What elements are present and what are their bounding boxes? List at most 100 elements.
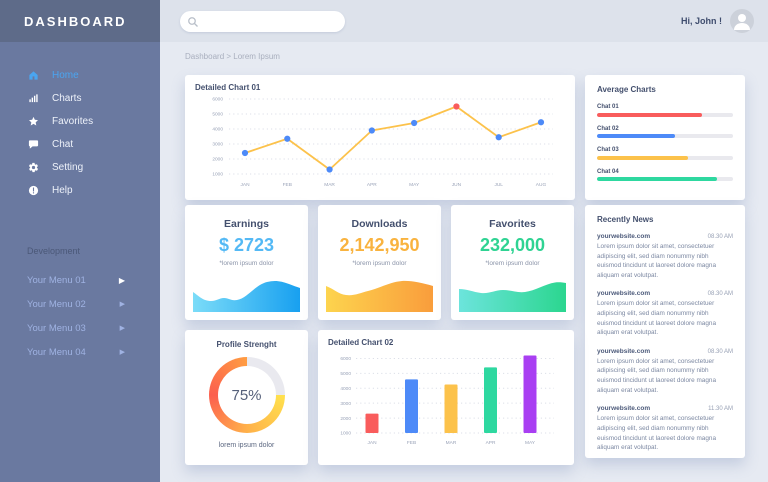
progress-row: Chat 01 xyxy=(597,104,733,117)
svg-text:5000: 5000 xyxy=(212,112,223,118)
sidebar-section-label: Development xyxy=(27,246,81,256)
svg-text:APR: APR xyxy=(486,440,496,446)
progress-fill xyxy=(597,134,675,138)
sidebar-item-favorites[interactable]: Favorites xyxy=(0,110,160,133)
user-area: Hi, John ! xyxy=(681,9,768,33)
news-body: Lorem ipsum dolor sit amet, consectetuer… xyxy=(597,243,717,279)
card-title: Average Charts xyxy=(597,85,656,94)
gear-icon xyxy=(27,162,39,174)
area-sparkline xyxy=(193,280,300,312)
news-item[interactable]: yourwebsite.com 11.30 AM Lorem ipsum dol… xyxy=(597,405,733,452)
stat-value: 232,000 xyxy=(479,235,546,255)
svg-text:1000: 1000 xyxy=(340,431,351,437)
news-item-head: yourwebsite.com 08.30 AM xyxy=(597,348,733,355)
dev-item-label: Your Menu 04 xyxy=(27,346,86,358)
profile-caption: lorem ipsum dolor xyxy=(218,442,275,449)
card-title: Detailed Chart 02 xyxy=(328,338,394,347)
line-chart: 1000 2000 3000 4000 5000 6000 JAN FEB MAR APR MAY J… xyxy=(212,97,553,188)
svg-text:2000: 2000 xyxy=(212,157,223,163)
detailed-chart-02-card: Detailed Chart 02 1000 2000 3000 4000 5000 60… xyxy=(318,330,574,465)
news-item-head: yourwebsite.com 08.30 AM xyxy=(597,290,733,297)
sidebar-item-chat[interactable]: Chat xyxy=(0,133,160,156)
svg-text:JAN: JAN xyxy=(240,182,250,188)
news-source: yourwebsite.com xyxy=(597,405,651,413)
progress-track xyxy=(597,155,733,160)
news-body: Lorem ipsum dolor sit amet, consectetuer… xyxy=(597,300,717,337)
stat-caption: *lorem ipsum dolor xyxy=(352,260,407,267)
news-item[interactable]: yourwebsite.com 08.30 AM Lorem ipsum dol… xyxy=(597,233,733,280)
dev-item-label: Your Menu 02 xyxy=(27,298,86,310)
progress-fill xyxy=(597,155,689,160)
sidebar-item-your-menu-03[interactable]: Your Menu 03 ▶ xyxy=(0,316,160,340)
news-body: Lorem ipsum dolor sit amet, consectetuer… xyxy=(597,357,717,394)
chat-icon xyxy=(27,139,39,151)
profile-strength-card: Profile Strenght 75% lorem ipsum dolor xyxy=(185,330,308,465)
main-area: Hi, John ! Dashboard > Lorem Ipsum Detai… xyxy=(160,0,768,482)
sidebar-item-label: Favorites xyxy=(52,116,94,127)
arrow-right-icon: ▶ xyxy=(118,275,125,285)
arrow-right-icon: ▶ xyxy=(119,301,125,308)
bar-chart: 1000 2000 3000 4000 5000 6000 JAN FEB MAR APR MAY xyxy=(340,355,554,446)
svg-text:6000: 6000 xyxy=(340,356,351,362)
svg-text:MAR: MAR xyxy=(324,182,335,188)
svg-text:MAR: MAR xyxy=(446,440,457,446)
favorites-card: Favorites 232,000 *lorem ipsum dolor xyxy=(451,205,574,320)
svg-text:JUN: JUN xyxy=(452,182,462,188)
news-item[interactable]: yourwebsite.com 08.30 AM Lorem ipsum dol… xyxy=(597,348,733,395)
news-source: yourwebsite.com xyxy=(597,233,651,240)
sidebar-item-label: Help xyxy=(52,185,73,196)
help-icon xyxy=(27,185,39,197)
progress-fill xyxy=(597,177,717,181)
stat-title: Downloads xyxy=(351,218,408,230)
downloads-card: Downloads 2,142,950 *lorem ipsum dolor xyxy=(318,205,441,320)
recently-news-card: Recently News yourwebsite.com 08.30 AM L… xyxy=(585,205,745,458)
svg-text:MAY: MAY xyxy=(409,182,420,188)
content: Detailed Chart 01 1000 2000 3000 4000 5000 60… xyxy=(160,70,768,482)
svg-text:3000: 3000 xyxy=(340,401,351,407)
arrow-right-icon: ▶ xyxy=(119,349,125,356)
progress-label: Chat 04 xyxy=(597,168,619,175)
sidebar-item-your-menu-02[interactable]: Your Menu 02 ▶ xyxy=(0,292,160,316)
dev-item-label: Your Menu 03 xyxy=(27,322,86,334)
avatar[interactable] xyxy=(730,9,754,33)
breadcrumb: Dashboard > Lorem Ipsum xyxy=(185,51,280,61)
news-timestamp: 11.30 AM xyxy=(708,406,733,413)
svg-text:2000: 2000 xyxy=(340,416,351,422)
svg-text:3000: 3000 xyxy=(212,142,223,148)
news-item[interactable]: yourwebsite.com 08.30 AM Lorem ipsum dol… xyxy=(597,290,733,337)
news-timestamp: 08.30 AM xyxy=(707,291,733,298)
news-body: Lorem ipsum dolor sit amet, consectetuer… xyxy=(597,415,717,452)
svg-text:APR: APR xyxy=(367,182,377,188)
donut-percent: 75% xyxy=(231,386,262,404)
sidebar-item-charts[interactable]: Charts xyxy=(0,87,160,110)
sidebar-item-home[interactable]: Home xyxy=(0,64,160,87)
svg-text:5000: 5000 xyxy=(340,371,351,377)
sidebar-item-label: Setting xyxy=(52,162,84,173)
sidebar-item-help[interactable]: Help xyxy=(0,179,160,202)
app-title: DASHBOARD xyxy=(0,0,160,42)
news-timestamp: 08.30 AM xyxy=(707,348,733,355)
search-input[interactable] xyxy=(180,10,345,32)
sidebar-item-label: Chat xyxy=(52,139,74,150)
svg-text:4000: 4000 xyxy=(212,127,223,133)
card-title: Recently News xyxy=(597,215,654,224)
dev-item-label: Your Menu 01 xyxy=(27,274,86,286)
svg-text:MAY: MAY xyxy=(525,440,536,446)
stat-caption: *lorem ipsum dolor xyxy=(219,260,274,267)
progress-row: Chat 03 xyxy=(597,147,733,160)
sidebar-item-your-menu-04[interactable]: Your Menu 04 ▶ xyxy=(0,340,160,364)
sidebar-item-label: Charts xyxy=(52,93,82,104)
progress-track xyxy=(597,134,733,138)
user-greeting: Hi, John ! xyxy=(681,16,722,26)
star-icon xyxy=(27,116,39,128)
progress-fill xyxy=(597,112,702,117)
sidebar-item-your-menu-01[interactable]: Your Menu 01 ▶ xyxy=(0,268,160,292)
sidebar-dev-menu: Your Menu 01 ▶ Your Menu 02 ▶ Your Menu … xyxy=(0,268,160,364)
svg-text:4000: 4000 xyxy=(340,386,351,392)
svg-text:AUG: AUG xyxy=(536,182,547,188)
sidebar-item-setting[interactable]: Setting xyxy=(0,156,160,179)
news-source: yourwebsite.com xyxy=(597,290,651,298)
stat-caption: *lorem ipsum dolor xyxy=(485,260,540,267)
sidebar-nav: Home Charts Favorites Chat Setti xyxy=(0,64,160,202)
